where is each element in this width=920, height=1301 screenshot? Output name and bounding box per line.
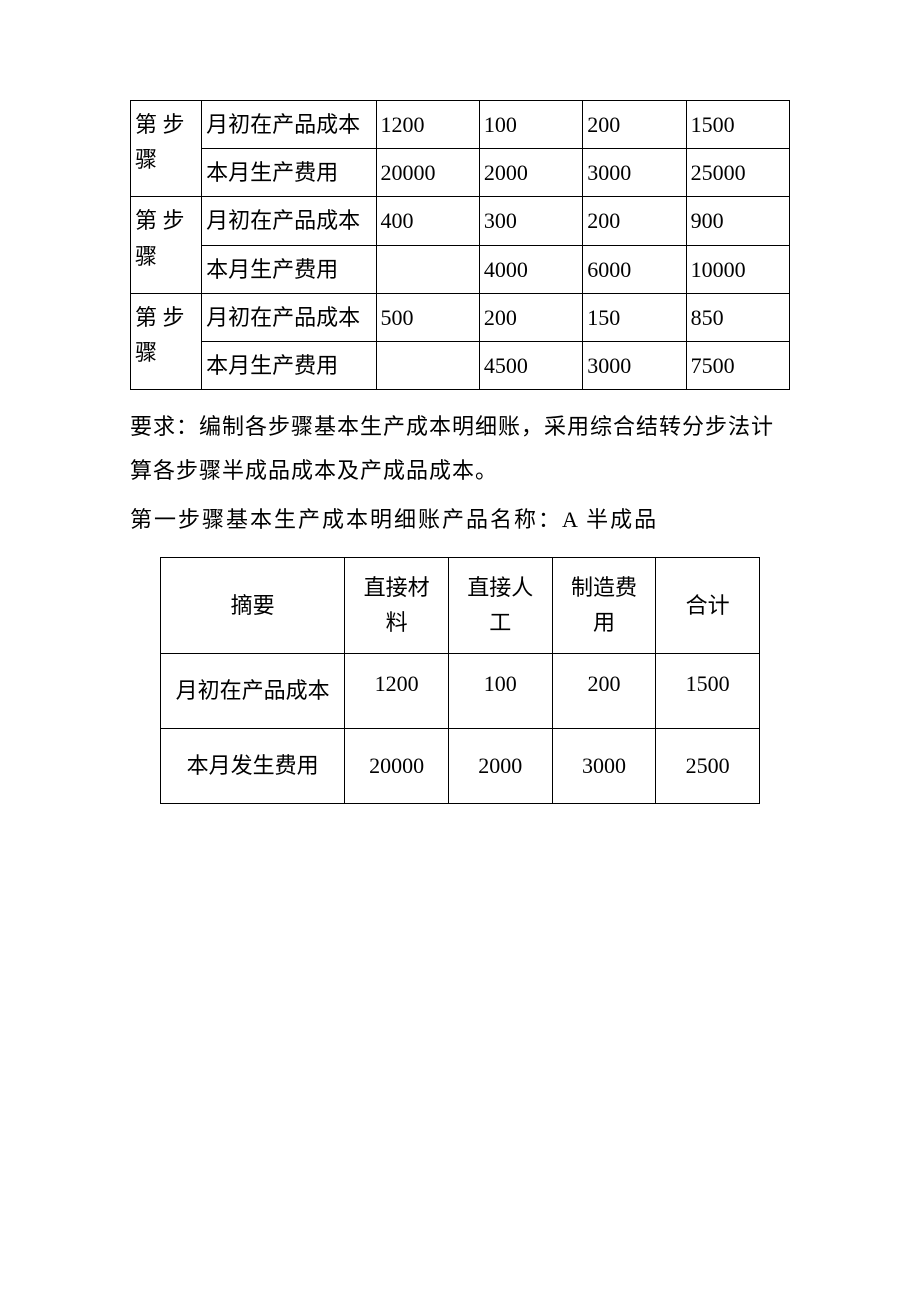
row-label: 本月发生费用 [161, 728, 345, 803]
cell: 1200 [345, 653, 449, 728]
cell: 25000 [686, 149, 789, 197]
header-material: 直接材 料 [345, 558, 449, 653]
header-summary: 摘要 [161, 558, 345, 653]
row-label: 月初在产品成本 [161, 653, 345, 728]
cell: 1500 [686, 101, 789, 149]
header-overhead: 制造费 用 [552, 558, 656, 653]
step-label-3: 第 步骤 [131, 293, 202, 389]
cell: 200 [583, 101, 686, 149]
cell: 200 [479, 293, 582, 341]
row-label: 月初在产品成本 [202, 197, 376, 245]
cell: 150 [583, 293, 686, 341]
cell: 200 [552, 653, 656, 728]
cell: 2500 [656, 728, 760, 803]
cell: 3000 [552, 728, 656, 803]
cell: 6000 [583, 245, 686, 293]
row-label: 月初在产品成本 [202, 293, 376, 341]
step-label-1: 第 步骤 [131, 101, 202, 197]
cell: 200 [583, 197, 686, 245]
cell: 20000 [376, 149, 479, 197]
cell: 300 [479, 197, 582, 245]
cell: 20000 [345, 728, 449, 803]
header-labor: 直接人 工 [448, 558, 552, 653]
cell [376, 341, 479, 389]
cell: 7500 [686, 341, 789, 389]
cell: 100 [448, 653, 552, 728]
row-label: 本月生产费用 [202, 245, 376, 293]
row-label: 本月生产费用 [202, 341, 376, 389]
cell: 1200 [376, 101, 479, 149]
step-label-2: 第 步骤 [131, 197, 202, 293]
cell [376, 245, 479, 293]
table-header-row: 摘要 直接材 料 直接人 工 制造费 用 合计 [161, 558, 760, 653]
table-row: 本月发生费用 20000 2000 3000 2500 [161, 728, 760, 803]
cell: 2000 [448, 728, 552, 803]
cell: 850 [686, 293, 789, 341]
cell: 100 [479, 101, 582, 149]
cell: 900 [686, 197, 789, 245]
cost-summary-table: 第 步骤 月初在产品成本 1200 100 200 1500 本月生产费用 20… [130, 100, 790, 390]
requirement-text: 要求：编制各步骤基本生产成本明细账，采用综合结转分步法计算各步骤半成品成本及产成… [130, 405, 790, 493]
subtitle-text: 第一步骤基本生产成本明细账产品名称：A 半成品 [130, 498, 790, 542]
cell: 3000 [583, 149, 686, 197]
cell: 3000 [583, 341, 686, 389]
cell: 2000 [479, 149, 582, 197]
cell: 4000 [479, 245, 582, 293]
cell: 4500 [479, 341, 582, 389]
cell: 10000 [686, 245, 789, 293]
header-total: 合计 [656, 558, 760, 653]
detail-ledger-table: 摘要 直接材 料 直接人 工 制造费 用 合计 月初在产品成本 1200 100… [160, 557, 760, 803]
cell: 1500 [656, 653, 760, 728]
cell: 400 [376, 197, 479, 245]
requirement-text-block: 要求：编制各步骤基本生产成本明细账，采用综合结转分步法计算各步骤半成品成本及产成… [130, 405, 790, 542]
cell: 500 [376, 293, 479, 341]
row-label: 本月生产费用 [202, 149, 376, 197]
row-label: 月初在产品成本 [202, 101, 376, 149]
table-row: 月初在产品成本 1200 100 200 1500 [161, 653, 760, 728]
